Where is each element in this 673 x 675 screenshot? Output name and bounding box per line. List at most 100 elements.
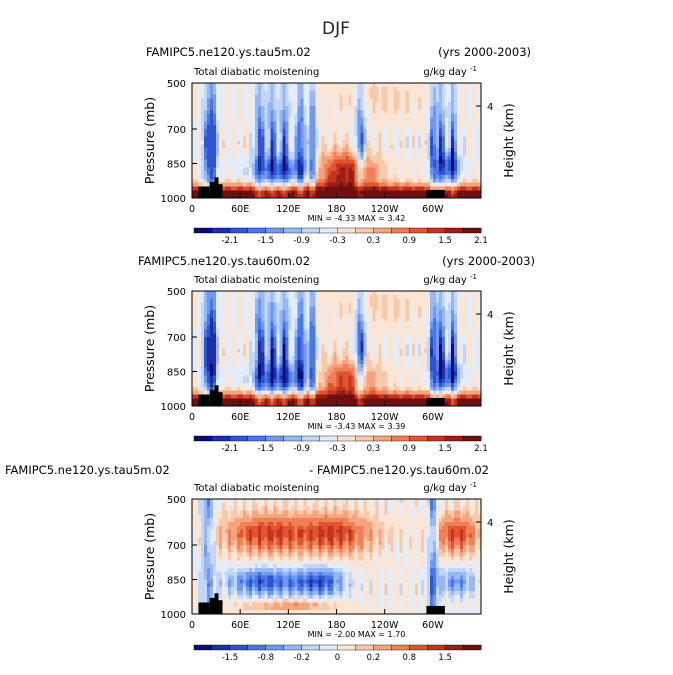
heatmap-cell (393, 333, 398, 338)
heatmap-cell (471, 159, 476, 165)
heatmap-cell (195, 310, 199, 315)
heatmap-cell (330, 121, 335, 126)
heatmap-cell (243, 140, 247, 145)
heatmap-cell (444, 83, 449, 88)
heatmap-cell (213, 325, 217, 330)
heatmap-cell (237, 194, 241, 199)
heatmap-cell (423, 190, 428, 195)
heatmap-cell (267, 132, 271, 138)
heatmap-cell (354, 386, 359, 392)
heatmap-cell (222, 367, 226, 373)
heatmap-cell (243, 186, 247, 191)
heatmap-cell (399, 167, 404, 172)
heatmap-cell (330, 291, 335, 296)
heatmap-cell (204, 86, 208, 92)
heatmap-cell (471, 163, 476, 168)
heatmap-cell (222, 98, 226, 103)
heatmap-cell (348, 379, 353, 384)
heatmap-cell (315, 302, 320, 307)
heatmap-cell (315, 121, 320, 126)
heatmap-cell (222, 375, 226, 380)
heatmap-cell (273, 383, 277, 388)
heatmap-cell (336, 352, 341, 357)
heatmap-cell (387, 144, 392, 149)
heatmap-cell (258, 321, 262, 327)
heatmap-cell (354, 152, 359, 157)
heatmap-cell (231, 148, 235, 153)
heatmap-cell (234, 94, 238, 99)
heatmap-cell (201, 302, 205, 307)
heatmap-cell (363, 129, 368, 134)
heatmap-cell (405, 125, 410, 130)
heatmap-cell (234, 337, 238, 342)
heatmap-cell (231, 129, 235, 134)
heatmap-cell (258, 129, 262, 134)
heatmap-cell (267, 182, 271, 188)
heatmap-cell (195, 356, 199, 361)
heatmap-cell (438, 98, 443, 103)
heatmap-cell (339, 163, 344, 168)
heatmap-cell (330, 113, 335, 119)
heatmap-cell (282, 155, 286, 161)
heatmap-cell (288, 117, 292, 122)
heatmap-cell (237, 371, 241, 376)
heatmap-cell (342, 159, 347, 165)
heatmap-cell (252, 302, 256, 307)
heatmap-cell (273, 152, 277, 157)
heatmap-cell (282, 371, 286, 376)
heatmap-cell (408, 182, 413, 188)
heatmap-cell (288, 90, 292, 96)
heatmap-cell (231, 398, 235, 403)
heatmap-cell (402, 90, 407, 96)
heatmap-cell (279, 314, 283, 319)
heatmap-cell (444, 132, 449, 138)
heatmap-cell (264, 386, 268, 392)
heatmap-cell (306, 194, 311, 199)
heatmap-cell (315, 294, 320, 300)
heatmap-cell (426, 186, 431, 191)
heatmap-cell (228, 394, 232, 399)
heatmap-cell (219, 98, 223, 103)
heatmap-cell (267, 194, 271, 199)
heatmap-cell (294, 363, 298, 369)
heatmap-cell (453, 163, 458, 168)
heatmap-cell (306, 291, 311, 296)
heatmap-cell (255, 163, 259, 168)
heatmap-cell (468, 106, 473, 111)
heatmap-cell (336, 94, 341, 99)
heatmap-cell (351, 294, 356, 300)
heatmap-cell (303, 356, 307, 361)
heatmap-cell (414, 117, 419, 122)
heatmap-cell (414, 113, 419, 119)
heatmap-cell (246, 90, 250, 96)
heatmap-cell (360, 371, 365, 376)
heatmap-cell (270, 132, 274, 138)
heatmap-cell (285, 317, 289, 323)
heatmap-cell (195, 167, 199, 172)
heatmap-cell (243, 360, 247, 365)
heatmap-cell (360, 186, 365, 191)
x-tick-label: 120W (371, 204, 399, 215)
heatmap-cell (243, 294, 247, 300)
heatmap-cell (204, 298, 208, 304)
heatmap-cell (333, 194, 338, 199)
heatmap-cell (375, 102, 380, 107)
heatmap-cell (363, 86, 368, 92)
heatmap-cell (387, 148, 392, 153)
heatmap-cell (306, 314, 311, 319)
heatmap-cell (477, 144, 482, 149)
heatmap-cell (246, 394, 250, 399)
heatmap-cell (468, 152, 473, 157)
heatmap-cell (276, 344, 280, 350)
heatmap-cell (435, 144, 440, 149)
heatmap-cell (324, 298, 329, 304)
heatmap-cell (309, 352, 314, 357)
heatmap-cell (351, 363, 356, 369)
heatmap-cell (237, 159, 241, 165)
heatmap-cell (468, 182, 473, 188)
heatmap-cell (348, 386, 353, 392)
heatmap-cell (300, 379, 304, 384)
heatmap-cell (267, 291, 271, 296)
heatmap-cell (249, 398, 253, 403)
heatmap-cell (252, 333, 256, 338)
